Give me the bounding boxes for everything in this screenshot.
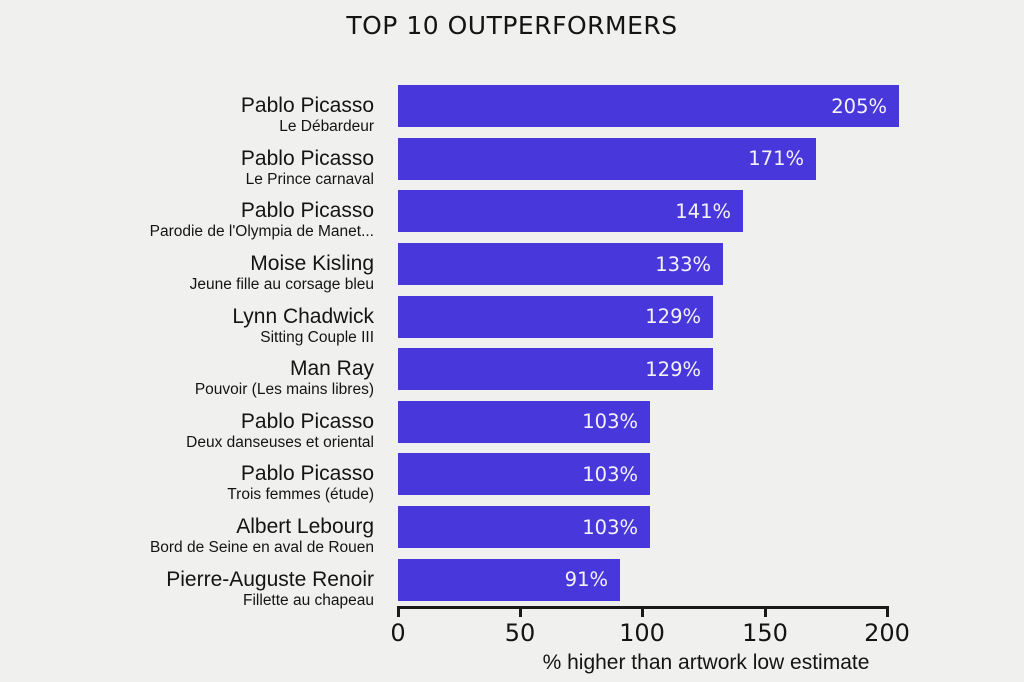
bar: 205% — [398, 85, 899, 128]
chart-row: Lynn Chadwick Sitting Couple III 129% — [0, 290, 1024, 346]
bar-value-label: 103% — [582, 462, 638, 486]
x-axis-tick: 200 — [857, 609, 917, 647]
category-label: Pablo Picasso Deux danseuses et oriental — [0, 409, 374, 451]
tick-mark — [396, 609, 400, 617]
chart-title: TOP 10 OUTPERFORMERS — [346, 11, 678, 40]
artwork-title: Bord de Seine en aval de Rouen — [149, 539, 374, 557]
chart-row: Pablo Picasso Deux danseuses et oriental… — [0, 396, 1024, 451]
artwork-title: Trois femmes (étude) — [227, 486, 374, 504]
category-label: Pablo Picasso Parodie de l'Olympia de Ma… — [0, 198, 374, 240]
bar: 103% — [398, 400, 650, 443]
category-label: Lynn Chadwick Sitting Couple III — [0, 304, 374, 346]
x-axis-label: % higher than artwork low estimate — [542, 651, 870, 674]
artist-name: Lynn Chadwick — [232, 304, 374, 328]
artwork-title: Jeune fille au corsage bleu — [189, 276, 374, 294]
chart-row: Albert Lebourg Bord de Seine en aval de … — [0, 501, 1024, 556]
bar-value-label: 141% — [675, 199, 731, 223]
chart-row: Pablo Picasso Le Débardeur 205% — [0, 80, 1024, 135]
category-label: Pablo Picasso Le Débardeur — [0, 93, 374, 135]
artwork-title: Parodie de l'Olympia de Manet... — [149, 223, 374, 241]
plot-area: Pablo Picasso Le Débardeur 205% Pablo Pi… — [0, 80, 1024, 609]
category-label: Albert Lebourg Bord de Seine en aval de … — [0, 514, 374, 556]
chart-row: Pablo Picasso Le Prince carnaval 171% — [0, 133, 1024, 188]
bar: 171% — [398, 137, 816, 180]
x-axis-tick: 50 — [490, 609, 550, 647]
category-label: Moise Kisling Jeune fille au corsage ble… — [0, 251, 374, 293]
bar-value-label: 129% — [645, 357, 701, 381]
chart-row: Pierre-Auguste Renoir Fillette au chapea… — [0, 553, 1024, 609]
tick-mark — [518, 609, 522, 617]
artist-name: Moise Kisling — [250, 252, 374, 276]
artist-name: Pablo Picasso — [240, 199, 374, 223]
chart-row: Pablo Picasso Trois femmes (étude) 103% — [0, 448, 1024, 503]
x-axis-tick: 150 — [735, 609, 795, 647]
artwork-title: Pouvoir (Les mains libres) — [194, 381, 374, 399]
tick-label: 50 — [504, 619, 536, 647]
bar: 141% — [398, 190, 743, 233]
artwork-title: Le Débardeur — [279, 118, 374, 136]
x-axis-line — [397, 606, 889, 609]
tick-mark — [885, 609, 889, 617]
artwork-title: Le Prince carnaval — [245, 170, 374, 188]
bar-value-label: 129% — [645, 305, 701, 329]
bar-value-label: 171% — [748, 147, 804, 171]
artwork-title: Fillette au chapeau — [243, 591, 374, 609]
category-label: Pablo Picasso Le Prince carnaval — [0, 146, 374, 188]
tick-mark — [763, 609, 767, 617]
bar: 129% — [398, 348, 713, 391]
artist-name: Pierre-Auguste Renoir — [166, 567, 374, 591]
artist-name: Pablo Picasso — [240, 94, 374, 118]
bar: 91% — [398, 558, 620, 601]
artist-name: Albert Lebourg — [236, 515, 374, 539]
category-label: Man Ray Pouvoir (Les mains libres) — [0, 356, 374, 398]
chart-row: Moise Kisling Jeune fille au corsage ble… — [0, 238, 1024, 293]
artist-name: Pablo Picasso — [240, 146, 374, 170]
tick-label: 150 — [742, 619, 788, 647]
bar-value-label: 103% — [582, 515, 638, 539]
chart-row: Pablo Picasso Parodie de l'Olympia de Ma… — [0, 185, 1024, 240]
bar-value-label: 91% — [564, 568, 608, 592]
bar: 103% — [398, 506, 650, 549]
tick-label: 200 — [864, 619, 910, 647]
bar-value-label: 205% — [831, 94, 887, 118]
tick-label: 100 — [619, 619, 665, 647]
bar: 129% — [398, 295, 713, 338]
bar: 133% — [398, 243, 723, 286]
bar: 103% — [398, 453, 650, 496]
artist-name: Pablo Picasso — [240, 462, 374, 486]
artist-name: Man Ray — [289, 357, 374, 381]
tick-label: 0 — [390, 619, 406, 647]
tick-mark — [640, 609, 644, 617]
category-label: Pierre-Auguste Renoir Fillette au chapea… — [0, 567, 374, 609]
chart-row: Man Ray Pouvoir (Les mains libres) 129% — [0, 343, 1024, 398]
bar-value-label: 103% — [582, 410, 638, 434]
category-label: Pablo Picasso Trois femmes (étude) — [0, 461, 374, 503]
artwork-title: Sitting Couple III — [260, 328, 374, 346]
artist-name: Pablo Picasso — [240, 409, 374, 433]
bar-value-label: 133% — [655, 252, 711, 276]
artwork-title: Deux danseuses et oriental — [186, 433, 374, 451]
x-axis-tick: 100 — [612, 609, 672, 647]
x-axis-tick: 0 — [368, 609, 428, 647]
